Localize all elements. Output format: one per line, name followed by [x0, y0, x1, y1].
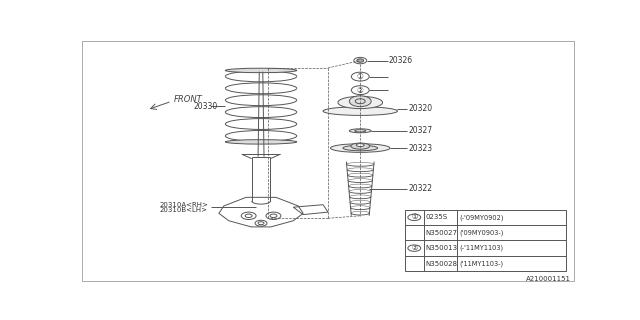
Circle shape — [349, 96, 371, 107]
Ellipse shape — [338, 96, 383, 108]
Text: (-'09MY0902): (-'09MY0902) — [459, 214, 504, 220]
Text: N350028: N350028 — [426, 260, 458, 267]
Text: 20310B<LH>: 20310B<LH> — [159, 207, 207, 213]
Ellipse shape — [355, 130, 365, 132]
Text: ①: ① — [357, 72, 364, 81]
Text: ②: ② — [411, 245, 417, 251]
Text: 20322: 20322 — [408, 184, 433, 193]
Ellipse shape — [323, 107, 397, 116]
Text: N350027: N350027 — [426, 230, 458, 236]
Text: 20327: 20327 — [408, 126, 433, 135]
Ellipse shape — [349, 129, 371, 133]
Text: (-'11MY1103): (-'11MY1103) — [459, 245, 503, 252]
Text: FRONT: FRONT — [174, 95, 203, 105]
Text: 20323: 20323 — [408, 144, 433, 153]
Ellipse shape — [351, 143, 370, 149]
Text: 20326: 20326 — [388, 56, 413, 65]
Bar — [405, 210, 566, 271]
Text: ('11MY1103-): ('11MY1103-) — [459, 260, 503, 267]
Ellipse shape — [330, 144, 390, 152]
Text: 20320: 20320 — [408, 104, 433, 113]
Text: 0235S: 0235S — [426, 214, 448, 220]
Text: N350013: N350013 — [426, 245, 458, 251]
Text: ('09MY0903-): ('09MY0903-) — [459, 229, 503, 236]
Text: ②: ② — [357, 86, 364, 95]
Ellipse shape — [225, 140, 297, 144]
Text: ①: ① — [411, 214, 417, 220]
Text: A210001151: A210001151 — [526, 276, 571, 282]
Ellipse shape — [343, 145, 378, 151]
Ellipse shape — [225, 68, 297, 73]
Circle shape — [356, 59, 364, 62]
Text: 20310A<RH>: 20310A<RH> — [159, 202, 208, 208]
Ellipse shape — [356, 144, 364, 147]
Text: 20330: 20330 — [193, 102, 218, 111]
